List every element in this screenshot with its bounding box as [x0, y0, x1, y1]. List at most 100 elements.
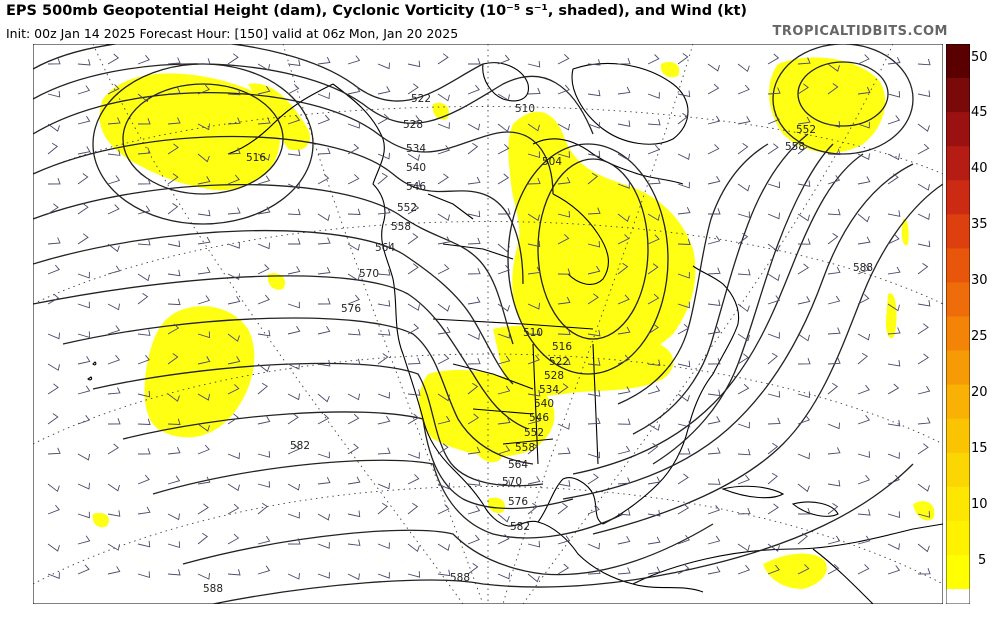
wind-barb: [767, 543, 780, 552]
contour-label: 540: [534, 398, 554, 410]
wind-barb: [347, 243, 360, 251]
contour-label: 558: [515, 442, 535, 454]
wind-barb: [227, 569, 241, 576]
wind-barb: [377, 86, 391, 95]
wind-barb: [227, 174, 240, 185]
contour-label: 546: [529, 412, 549, 424]
colorbar-swatch: [946, 452, 970, 488]
wind-barb: [77, 271, 90, 279]
wind-barb: [767, 181, 780, 189]
wind-barb: [647, 92, 660, 99]
wind-barb: [527, 123, 540, 132]
wind-barb: [797, 414, 811, 425]
wind-barb: [647, 263, 659, 275]
wind-barb: [107, 510, 121, 517]
wind-barb: [467, 479, 481, 486]
wind-barb: [917, 183, 930, 191]
wind-barb: [227, 273, 240, 280]
wind-barb: [887, 234, 900, 245]
wind-barb: [647, 566, 661, 575]
wind-barb: [437, 213, 450, 222]
wind-barb: [227, 207, 241, 215]
wind-barb: [197, 573, 210, 580]
wind-barb: [377, 572, 390, 579]
wind-barb: [827, 503, 839, 515]
wind-barb: [797, 357, 811, 365]
wind-barb: [917, 417, 931, 425]
wind-barb: [257, 63, 271, 71]
wind-barb: [497, 534, 510, 545]
wind-barb: [917, 511, 931, 518]
wind-barb: [647, 118, 661, 126]
colorbar-tick: 25: [971, 329, 988, 344]
wind-barb: [77, 146, 91, 155]
colorbar-swatch: [946, 520, 970, 556]
wind-barb: [107, 418, 121, 425]
wind-barb: [257, 85, 271, 95]
chart-title: EPS 500mb Geopotential Height (dam), Cyc…: [6, 3, 748, 19]
wind-barb: [557, 423, 570, 430]
wind-barb: [527, 60, 541, 68]
wind-barb: [497, 303, 510, 312]
wind-barb: [77, 173, 89, 185]
wind-barb: [287, 182, 300, 190]
contour-label: 588: [203, 583, 223, 595]
wind-barb: [77, 385, 91, 395]
wind-barb: [767, 114, 780, 125]
wind-barb: [467, 210, 481, 218]
wind-barb: [827, 121, 841, 128]
wind-barb: [467, 176, 481, 185]
wind-barb: [917, 123, 930, 132]
wind-barb: [47, 543, 60, 552]
wind-barb: [377, 482, 390, 490]
wind-barb: [707, 83, 720, 95]
wind-barb: [677, 53, 689, 65]
wind-barb: [587, 329, 601, 337]
wind-barb: [227, 88, 241, 96]
wind-barb: [587, 473, 599, 485]
wind-barb: [857, 509, 871, 516]
wind-barb: [47, 447, 61, 455]
wind-barb: [707, 505, 721, 515]
wind-barb: [167, 475, 181, 485]
wind-barb: [707, 535, 721, 545]
wind-barb: [527, 540, 541, 548]
wind-barb: [617, 445, 631, 455]
wind-barb: [827, 233, 839, 245]
colorbar-swatch: [946, 44, 970, 79]
wind-barb: [317, 213, 330, 222]
wind-barb: [647, 213, 660, 221]
wind-barb: [527, 442, 538, 455]
wind-barb: [917, 90, 931, 97]
wind-barb: [887, 543, 900, 550]
wind-barb: [137, 147, 151, 155]
contour-label: 522: [411, 93, 431, 105]
wind-barb: [137, 448, 151, 455]
wind-barb: [677, 323, 690, 335]
contour-label: 558: [391, 221, 411, 233]
wind-barb: [917, 543, 930, 553]
wind-barb: [347, 86, 361, 95]
wind-barb: [317, 147, 331, 155]
wind-barb: [767, 352, 778, 365]
wind-barb: [77, 233, 89, 245]
contour-label: 582: [510, 521, 530, 533]
wind-barb: [317, 114, 330, 125]
wind-barb: [437, 93, 450, 102]
wind-barb: [467, 446, 481, 455]
contour-label: 576: [341, 303, 361, 315]
wind-barb: [317, 325, 331, 335]
colorbar-swatch: [946, 214, 970, 249]
wind-barb: [377, 152, 390, 160]
wind-barb: [47, 264, 60, 275]
wind-barb: [767, 273, 780, 282]
wind-barb: [377, 172, 388, 185]
wind-barb: [797, 263, 809, 275]
wind-barb: [437, 303, 450, 312]
wind-barb: [527, 151, 540, 159]
colorbar-swatch: [946, 146, 970, 181]
wind-barb: [167, 569, 181, 576]
wind-barb: [77, 85, 91, 95]
wind-barb: [797, 57, 811, 65]
wind-barb: [707, 416, 721, 425]
